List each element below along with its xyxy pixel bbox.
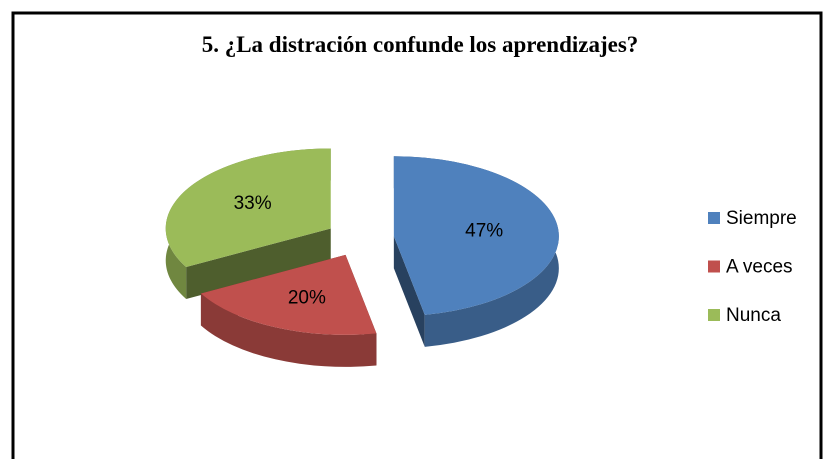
pie-slice [200, 254, 377, 367]
legend-swatch [708, 309, 720, 321]
slice-top [165, 148, 331, 268]
slice-top [200, 254, 377, 335]
legend-label: A veces [726, 257, 793, 278]
pie-slice [393, 156, 559, 347]
data-label: 47% [465, 221, 503, 242]
legend-swatch [708, 212, 720, 224]
slice-wall [186, 228, 331, 300]
legend-swatch [708, 260, 720, 273]
slice-top [393, 156, 559, 315]
slice-wall [393, 236, 425, 347]
legend-label: Nunca [726, 305, 781, 326]
slice-side [200, 293, 377, 367]
data-label: 33% [234, 193, 272, 214]
data-label: 20% [288, 287, 326, 308]
legend-label: Siempre [726, 208, 797, 229]
pie-slice [165, 148, 331, 300]
chart-title: 5. ¿La distración confunde los aprendiza… [202, 32, 639, 57]
